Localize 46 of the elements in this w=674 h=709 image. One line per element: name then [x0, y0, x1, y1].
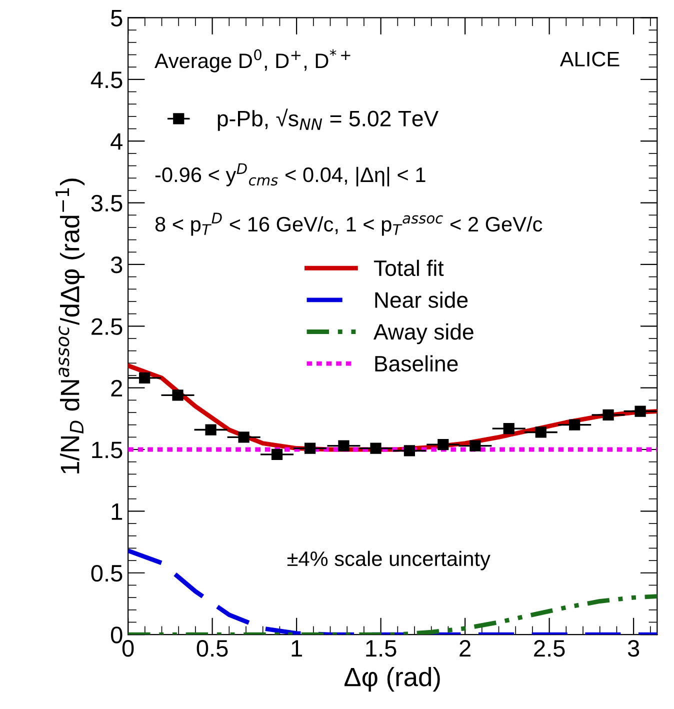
- x-tick-label: 0.5: [196, 640, 228, 657]
- point: [205, 424, 216, 436]
- x-tick-label: 3: [628, 640, 640, 657]
- annotation: ±4% scale uncertainty: [287, 550, 490, 570]
- x-tick-label: 1.5: [366, 640, 396, 657]
- point: [602, 409, 614, 421]
- x-axis-title: Δφ (rad): [344, 666, 440, 692]
- legend-label: Baseline: [375, 355, 458, 372]
- x-tick-label: 1: [292, 640, 302, 657]
- annotation: -0.96 < y$^{D}$$_{cms}$ < 0.04, |Δη| < 1: [155, 163, 426, 186]
- point: [404, 445, 416, 456]
- annotation: Average D$^{0}$, D$^{+}$, D$^{*+}$: [154, 49, 350, 72]
- x-tick-label: 2.5: [534, 640, 565, 657]
- legend-label: p-Pb, √s$_{NN}$ = 5.02 TeV: [218, 108, 439, 131]
- y-axis-title: 1/N$_{D}$ dN$^{assoc}$/dΔφ (rad$^{−1}$): [56, 178, 85, 474]
- legend-label: Total fit: [374, 260, 444, 276]
- point: [139, 372, 150, 384]
- y-tick-label: 1: [112, 504, 122, 520]
- y-tick-label: 3: [110, 256, 122, 274]
- y-tick-label: 1.5: [92, 442, 122, 458]
- annotation: 8 < p$_{T}$$^{D}$ < 16 GeV/c, 1 < p$_{T}$$^{assoc}$ < 2 GeV/c: [155, 212, 542, 236]
- point: [370, 442, 382, 454]
- y-tick-label: 0.5: [91, 564, 122, 582]
- point: [238, 432, 250, 443]
- y-tick-label: 4: [110, 133, 123, 150]
- y-tick-label: 2: [111, 380, 122, 396]
- point: [304, 442, 316, 454]
- point: [535, 426, 546, 438]
- point: [470, 440, 481, 452]
- y-tick-label: 4.5: [90, 72, 122, 88]
- point: [634, 406, 646, 417]
- y-tick-label: 3.5: [91, 194, 122, 212]
- annotation: ALICE: [560, 52, 620, 66]
- point: [569, 419, 580, 430]
- point: [172, 390, 184, 401]
- legend-label: Away side: [374, 323, 474, 344]
- x-tick-label: 0: [122, 640, 134, 657]
- legend-label: Near side: [375, 292, 468, 308]
- point: [438, 439, 449, 450]
- point: [271, 448, 283, 460]
- y-tick-label: 2.5: [92, 318, 122, 335]
- y-tick-label: 5: [111, 10, 122, 27]
- y-tick-label: 0: [110, 626, 122, 644]
- point: [338, 440, 350, 452]
- point: [503, 422, 514, 434]
- x-tick-label: 2: [460, 640, 470, 657]
